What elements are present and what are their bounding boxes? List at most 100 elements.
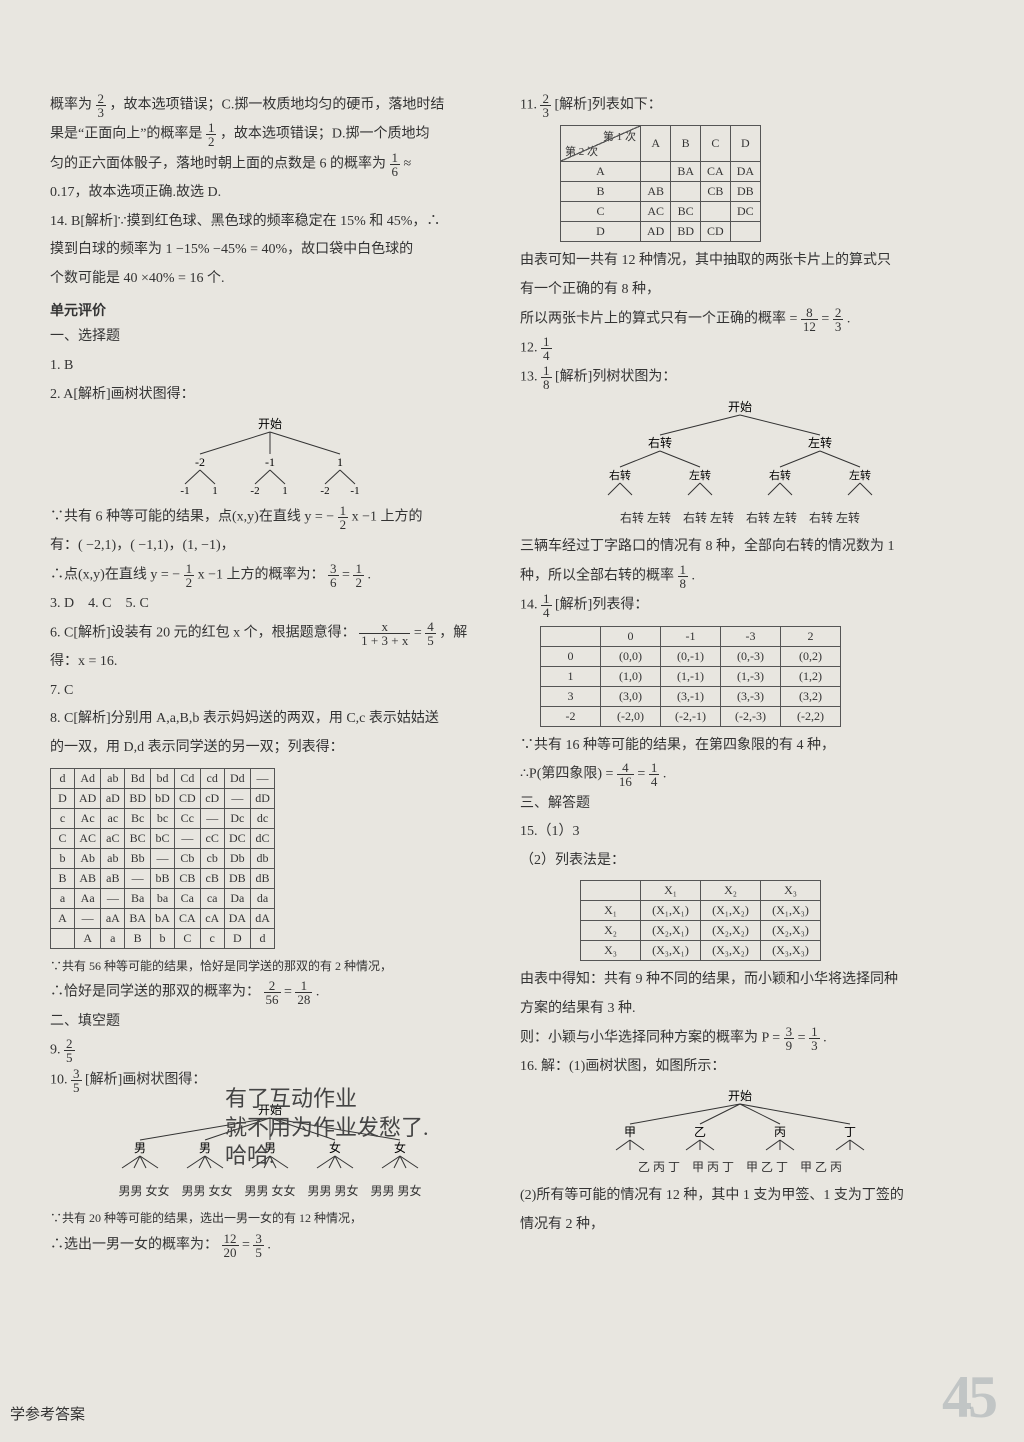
text: 由表中得知：共有 9 种不同的结果，而小颖和小华将选择同种 [520,967,960,994]
table-cell: — [151,848,175,868]
table-cell: c [200,928,224,948]
table-cell: bC [151,828,175,848]
text: 有：( −2,1)，( −1,1)，(1, −1)， [50,533,490,560]
svg-text:1: 1 [212,485,218,496]
table-14: 0-1-320(0,0)(0,-1)(0,-3)(0,2)1(1,0)(1,-1… [540,626,960,727]
svg-text:开始: 开始 [728,1089,752,1103]
subsection-title: 三、解答题 [520,791,960,818]
table-cell: B [125,928,151,948]
svg-text:1: 1 [282,485,288,496]
table-cell: Cb [175,848,201,868]
table-cell: b [51,848,75,868]
table-cell: aD [101,788,125,808]
text: ∵共有 6 种等可能的结果，点(x,y)在直线 y = − 12 x −1 上方… [50,504,490,531]
table-cell: CA [175,908,201,928]
page: 概率为 23 ，故本选项错误；C.掷一枚质地均匀的硬币，落地时结 果是“正面向上… [0,0,1024,1281]
svg-text:-2: -2 [250,485,259,496]
table-cell: bc [151,808,175,828]
table-15: X₁X₂X₃X₁(X₁,X₁)(X₁,X₂)(X₁,X₃)X₂(X₂,X₁)(X… [580,880,960,961]
table-cell: — [175,828,201,848]
text: 则：小颖与小华选择同种方案的概率为 P = 39 = 13 . [520,1025,960,1052]
table-cell: cB [200,868,224,888]
table-cell: A [51,908,75,928]
text: 得：x = 16. [50,649,490,676]
text: 15.（1）3 [520,819,960,846]
tree-diagram-1: 开始 -2 -1 1 -11 -21 -2-1 [50,416,490,496]
text: 种，所以全部右转的概率 18 . [520,563,960,590]
text: 14. B[解析]∵摸到红色球、黑色球的频率稳定在 15% 和 45%，∴ [50,209,490,236]
table-cell: AD [75,788,101,808]
text: 有一个正确的有 8 种， [520,277,960,304]
table-cell: BA [125,908,151,928]
svg-text:甲: 甲 [624,1125,636,1139]
text: 所以两张卡片上的算式只有一个正确的概率 = 812 = 23 . [520,306,960,333]
table-cell: Ac [75,808,101,828]
svg-text:乙: 乙 [694,1125,706,1139]
text: ∵共有 56 种等可能的结果，恰好是同学送的那双的有 2 种情况， [50,955,490,978]
table-cell: cb [200,848,224,868]
table-cell: AB [75,868,101,888]
text: 摸到白球的频率为 1 −15% −45% = 40%，故口袋中白色球的 [50,237,490,264]
subsection-title: 二、填空题 [50,1009,490,1036]
text: ∴点(x,y)在直线 y = − 12 x −1 上方的概率为： 36 = 12… [50,562,490,589]
table-cell: dc [251,808,275,828]
text: ∴P(第四象限) = 416 = 14 . [520,761,960,788]
table-cell: — [200,808,224,828]
svg-text:-2: -2 [320,485,329,496]
svg-text:-2: -2 [195,455,205,469]
svg-text:男: 男 [134,1141,146,1155]
table-cell: c [51,808,75,828]
table-cell: BC [125,828,151,848]
svg-text:-1: -1 [350,485,359,496]
table-cell: cd [200,768,224,788]
svg-text:开始: 开始 [728,400,752,414]
text: 9. 25 [50,1037,490,1064]
text: (2)所有等可能的情况有 12 种，其中 1 支为甲签、1 支为丁签的 [520,1183,960,1210]
table-cell: bA [151,908,175,928]
svg-text:左转: 左转 [689,468,711,482]
table-cell: — [101,888,125,908]
table-cell: da [251,888,275,908]
table-cell: Ca [175,888,201,908]
text: 1. B [50,353,490,380]
table-cell: — [251,768,275,788]
right-column: 11. 23 [解析]列表如下： 第 1 次第 2 次ABCDABACADABA… [520,90,960,1261]
svg-text:丙: 丙 [774,1125,786,1139]
text: 7. C [50,678,490,705]
table-cell: a [51,888,75,908]
table-cell: bd [151,768,175,788]
tree-diagram-2: 开始 右转 左转 右转 左转 右转 左转 右转 左转 右转 左转 右转 左转 右… [520,399,960,526]
text: 3. D 4. C 5. C [50,591,490,618]
text: ∵共有 16 种等可能的结果，在第四象限的有 4 种， [520,733,960,760]
table-cell: ab [101,768,125,788]
table-cell: D [224,928,250,948]
table-cell: Cc [175,808,201,828]
table-cell: ca [200,888,224,908]
text: 11. 23 [解析]列表如下： [520,92,960,119]
svg-text:男: 男 [199,1141,211,1155]
table-cell: CD [175,788,201,808]
svg-text:开始: 开始 [258,417,282,431]
table-cell: cD [200,788,224,808]
text: 13. 18 [解析]列树状图为： [520,364,960,391]
table-cell: Cd [175,768,201,788]
table-cell: DB [224,868,250,888]
table-cell: aA [101,908,125,928]
section-title: 单元评价 [50,300,490,320]
svg-text:-1: -1 [180,485,189,496]
footer-text: 学参考答案 [10,1403,85,1424]
table-cell: cA [200,908,224,928]
text: 2. A[解析]画树状图得： [50,382,490,409]
text: 0.17，故本选项正确.故选 D. [50,180,490,207]
table-cell: aC [101,828,125,848]
text: （2）列表法是： [520,848,960,875]
svg-text:左转: 左转 [849,468,871,482]
text: ∴恰好是同学送的那双的概率为： 256 = 128 . [50,979,490,1006]
table-cell: BD [125,788,151,808]
text: 方案的结果有 3 种. [520,996,960,1023]
table-cell: Bd [125,768,151,788]
svg-text:-1: -1 [265,455,275,469]
text: 情况有 2 种， [520,1212,960,1239]
table-cell: dA [251,908,275,928]
tree-diagram-4: 开始 甲 乙 丙 丁 乙 丙 丁 甲 丙 丁 甲 乙 丁 甲 乙 丙 [520,1088,960,1175]
